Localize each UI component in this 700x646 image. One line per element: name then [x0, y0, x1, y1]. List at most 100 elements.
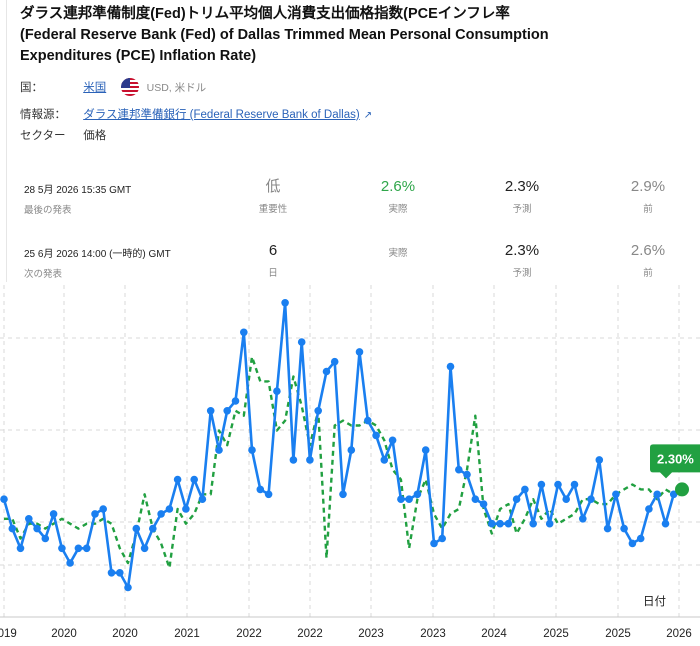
data-point[interactable]: [488, 519, 496, 528]
data-point[interactable]: [99, 505, 107, 513]
data-point[interactable]: [41, 534, 50, 543]
forecast-line: [4, 355, 683, 570]
data-point[interactable]: [438, 534, 447, 543]
data-point[interactable]: [397, 495, 405, 503]
data-point[interactable]: [306, 456, 314, 464]
data-point[interactable]: [587, 495, 595, 503]
data-point[interactable]: [355, 348, 364, 356]
data-point[interactable]: [132, 524, 141, 533]
data-point[interactable]: [471, 495, 480, 503]
data-point[interactable]: [264, 490, 273, 499]
data-point[interactable]: [8, 524, 17, 533]
data-point[interactable]: [463, 470, 471, 479]
data-point[interactable]: [322, 367, 331, 376]
data-point[interactable]: [231, 397, 240, 405]
data-point[interactable]: [58, 544, 66, 553]
country-link[interactable]: 米国: [83, 82, 107, 95]
currency-text: USD, 米ドル: [146, 82, 207, 95]
data-point[interactable]: [256, 485, 265, 494]
data-point[interactable]: [595, 456, 604, 464]
sector-value: 価格: [83, 130, 107, 142]
data-point[interactable]: [661, 519, 670, 528]
data-point[interactable]: [545, 519, 554, 528]
data-point[interactable]: [364, 416, 372, 425]
importance-cell: 低 重要性: [233, 177, 313, 215]
data-point[interactable]: [521, 485, 529, 494]
previous-caption: 前: [643, 204, 653, 215]
data-point[interactable]: [413, 490, 422, 499]
data-point[interactable]: [240, 328, 248, 337]
data-point[interactable]: [579, 515, 587, 523]
us-flag-icon: [121, 78, 140, 96]
source-link[interactable]: ダラス連邦準備銀行 (Federal Reserve Bank of Dalla…: [83, 109, 360, 121]
data-point[interactable]: [330, 357, 339, 366]
data-point[interactable]: [479, 500, 488, 508]
data-point[interactable]: [314, 407, 323, 415]
data-point[interactable]: [248, 446, 256, 454]
data-point[interactable]: [16, 544, 25, 553]
data-point[interactable]: [223, 407, 231, 415]
data-point[interactable]: [173, 475, 182, 484]
data-point[interactable]: [612, 490, 620, 499]
data-point[interactable]: [372, 431, 380, 440]
data-point[interactable]: [140, 544, 149, 553]
data-point[interactable]: [496, 519, 504, 528]
data-point[interactable]: [653, 490, 661, 499]
actual-line: [2, 301, 683, 589]
data-point[interactable]: [339, 490, 347, 499]
x-tick-label: 2025: [543, 628, 569, 640]
data-point[interactable]: [149, 524, 157, 533]
data-point[interactable]: [620, 524, 628, 533]
data-point[interactable]: [182, 505, 190, 513]
data-point[interactable]: [165, 505, 174, 513]
data-point[interactable]: [636, 534, 645, 543]
data-point[interactable]: [25, 515, 33, 523]
inflation-chart[interactable]: 2019 2020 2020 2021 2022 2022 2023 2023 2024 2025…: [0, 285, 700, 646]
data-point[interactable]: [33, 524, 41, 533]
title-line-1: ダラス連邦準備制度(Fed)トリム平均個人消費支出価格指数(PCEインフレ率: [20, 6, 510, 22]
data-point[interactable]: [74, 544, 83, 553]
x-tick-label: 2021: [174, 628, 200, 640]
data-point[interactable]: [529, 519, 537, 528]
data-point[interactable]: [628, 539, 637, 548]
data-point[interactable]: [281, 299, 289, 307]
data-point[interactable]: [455, 465, 463, 474]
data-point[interactable]: [347, 446, 356, 454]
external-link-icon[interactable]: ↗: [363, 110, 373, 121]
data-point[interactable]: [504, 519, 513, 528]
data-point[interactable]: [82, 544, 91, 553]
data-point[interactable]: [198, 495, 207, 503]
data-point[interactable]: [206, 407, 215, 415]
x-tick-label: 2023: [358, 628, 384, 640]
data-point[interactable]: [289, 456, 298, 464]
data-point[interactable]: [0, 495, 8, 503]
data-point[interactable]: [562, 495, 570, 503]
data-point[interactable]: [297, 338, 306, 346]
data-point[interactable]: [273, 387, 281, 395]
data-point[interactable]: [157, 510, 165, 518]
data-point[interactable]: [388, 436, 397, 445]
previous-cell: 2.9% 前: [608, 177, 688, 215]
data-point[interactable]: [116, 569, 124, 577]
data-point[interactable]: [430, 539, 438, 548]
data-point[interactable]: [107, 569, 116, 577]
data-point[interactable]: [645, 505, 653, 513]
data-point[interactable]: [554, 480, 562, 489]
data-point[interactable]: [49, 510, 58, 518]
data-point[interactable]: [669, 490, 678, 499]
data-point[interactable]: [124, 583, 132, 592]
title-line-3: Expenditures (PCE) Inflation Rate): [20, 48, 257, 64]
data-point[interactable]: [537, 480, 546, 489]
data-point[interactable]: [215, 446, 223, 454]
data-point[interactable]: [512, 495, 521, 503]
data-point[interactable]: [421, 446, 430, 454]
data-point[interactable]: [603, 524, 612, 533]
data-point[interactable]: [380, 456, 389, 464]
next-forecast-value: 2.3%: [504, 242, 540, 259]
data-point[interactable]: [91, 510, 99, 518]
data-point[interactable]: [405, 495, 413, 503]
data-point[interactable]: [66, 559, 74, 567]
data-point[interactable]: [446, 362, 455, 371]
data-point[interactable]: [190, 475, 198, 484]
data-point[interactable]: [570, 480, 579, 489]
